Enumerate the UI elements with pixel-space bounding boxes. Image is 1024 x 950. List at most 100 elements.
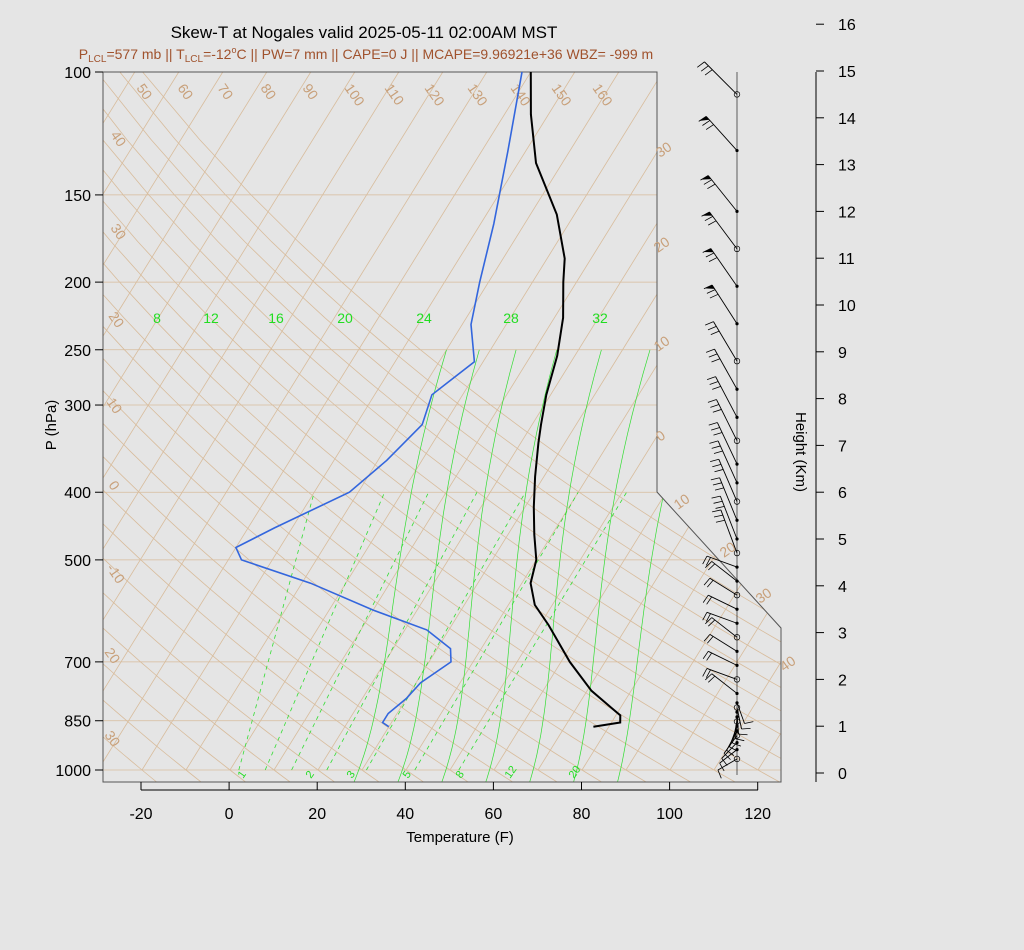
wind-barb-flag bbox=[708, 619, 716, 627]
wind-barb-flag bbox=[703, 634, 711, 642]
barb-station-circle bbox=[733, 245, 741, 252]
height-tick-label: 14 bbox=[838, 111, 856, 128]
isotherm-label: -10 bbox=[104, 561, 129, 587]
wind-barb-flag bbox=[700, 65, 709, 72]
wind-barb-flag bbox=[707, 326, 717, 331]
wind-barb-flag bbox=[719, 762, 725, 772]
plot-frame bbox=[102, 71, 782, 783]
y-tick-label: 1000 bbox=[55, 763, 91, 780]
dry-adiabat bbox=[103, 72, 161, 782]
x-tick-label: 120 bbox=[744, 806, 771, 823]
moist-adiabat bbox=[616, 349, 703, 782]
isotherm-label: 30 bbox=[753, 584, 775, 606]
isotherm-label: 60 bbox=[175, 81, 197, 103]
dry-adiabat bbox=[142, 72, 781, 782]
wind-barb-flag bbox=[741, 728, 751, 730]
mixing-ratio-label: 20 bbox=[567, 764, 584, 781]
wind-barb bbox=[720, 509, 738, 554]
wind-barb-flag bbox=[711, 358, 721, 363]
wind-barb-flag bbox=[702, 668, 708, 677]
wind-barb bbox=[718, 459, 738, 502]
x-tick-label: 40 bbox=[396, 806, 414, 823]
isotherm-line bbox=[625, 72, 781, 771]
isotherm-line bbox=[103, 72, 488, 771]
dry-adiabat bbox=[103, 72, 518, 782]
wind-barb-flag bbox=[707, 220, 717, 226]
height-tick-label: 10 bbox=[838, 298, 856, 315]
wind-barb-flag bbox=[703, 577, 711, 586]
dry-adiabat bbox=[103, 72, 250, 782]
dry-adiabat bbox=[103, 72, 741, 782]
x-axis-label: Temperature (F) bbox=[406, 829, 514, 846]
isotherm-label: 30 bbox=[653, 138, 675, 160]
wind-barb-flag bbox=[704, 69, 713, 76]
mixing-ratio-label: 24 bbox=[416, 310, 432, 326]
wind-barb-flag bbox=[702, 555, 708, 565]
temperature-profile-line bbox=[529, 71, 622, 728]
isotherm-label: 30 bbox=[108, 221, 130, 243]
dry-adiabat bbox=[103, 72, 607, 782]
wind-barb-flag bbox=[712, 463, 722, 468]
wind-barb-flag bbox=[709, 293, 719, 299]
wind-barb-flag bbox=[714, 469, 724, 473]
wind-barb-flag bbox=[715, 519, 725, 523]
wind-barb-flag bbox=[705, 124, 714, 130]
y-tick-label: 300 bbox=[64, 398, 91, 415]
height-tick-label: 12 bbox=[838, 204, 856, 221]
wind-barb-flag bbox=[717, 769, 722, 779]
dewpoint-profile-line bbox=[234, 71, 523, 728]
wind-barb bbox=[708, 650, 738, 666]
dry-adiabat bbox=[103, 72, 781, 782]
barb-station-circle bbox=[733, 437, 741, 444]
wind-barb bbox=[706, 668, 738, 680]
y-tick-label: 700 bbox=[64, 655, 91, 672]
x-tick-label: 60 bbox=[485, 806, 503, 823]
isotherm-line bbox=[890, 72, 1024, 770]
wind-barb bbox=[736, 707, 743, 730]
moist-adiabat bbox=[352, 349, 447, 782]
y-tick-label: 850 bbox=[64, 714, 91, 731]
wind-barb bbox=[704, 61, 738, 95]
wind-barb bbox=[713, 321, 738, 362]
isotherm-label: 40 bbox=[108, 128, 130, 150]
wind-barb-flag bbox=[708, 353, 718, 358]
wind-barb bbox=[706, 555, 738, 568]
isotherm-label: 0 bbox=[653, 427, 669, 445]
height-tick-label: 7 bbox=[838, 438, 847, 455]
wind-barb-flag bbox=[721, 758, 728, 766]
dry-adiabat bbox=[103, 72, 473, 782]
height-tick-label: 6 bbox=[838, 485, 847, 502]
wind-barb-flag bbox=[712, 482, 722, 486]
wind-barb-flag bbox=[704, 216, 713, 222]
x-tick-label: 0 bbox=[225, 806, 234, 823]
dry-adiabat bbox=[103, 72, 781, 782]
wind-barb-flag bbox=[712, 509, 721, 513]
y-tick-label: 400 bbox=[64, 485, 91, 502]
wind-barb-flag bbox=[709, 381, 719, 385]
wind-barb bbox=[736, 702, 745, 724]
wind-barb-flag bbox=[713, 500, 723, 504]
wind-barb-flag bbox=[705, 669, 711, 678]
isotherm-line bbox=[669, 72, 781, 771]
height-tick-label: 16 bbox=[838, 17, 856, 34]
x-tick-label: 20 bbox=[308, 806, 326, 823]
wind-barb bbox=[711, 673, 738, 694]
wind-barb-flag bbox=[705, 673, 713, 681]
wind-barb-flag bbox=[702, 612, 708, 621]
isotherm-label: 90 bbox=[300, 81, 322, 103]
moist-adiabat bbox=[396, 349, 480, 782]
isotherm-label: 120 bbox=[422, 81, 449, 109]
barb-station-circle bbox=[733, 676, 741, 683]
barb-station-dot bbox=[735, 565, 739, 569]
height-tick-label: 13 bbox=[838, 158, 856, 175]
barb-station-circle bbox=[733, 634, 741, 641]
isotherm-label: 160 bbox=[590, 81, 617, 109]
mixing-ratio-label: 8 bbox=[454, 769, 467, 781]
isotherm-label: 40 bbox=[777, 652, 799, 674]
wind-barb-flag bbox=[707, 399, 717, 403]
mixing-ratio-line bbox=[291, 492, 429, 771]
isotherm-line bbox=[317, 72, 752, 771]
wind-barb bbox=[709, 211, 738, 250]
mixing-ratio-label: 32 bbox=[592, 310, 608, 326]
